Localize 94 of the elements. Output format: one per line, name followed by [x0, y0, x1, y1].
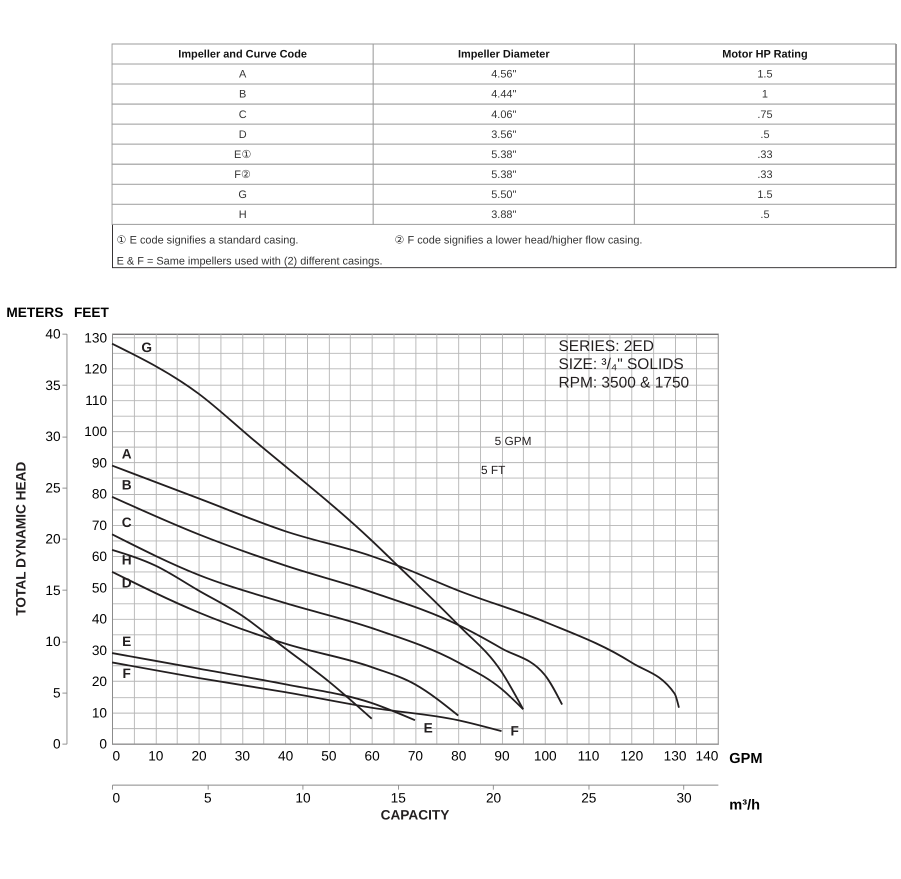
x-axis-title: GPM: [729, 751, 762, 768]
x-tick-label: 100: [534, 748, 558, 764]
y-tick-label: 30: [92, 642, 108, 658]
y2-tick-label: 25: [45, 480, 61, 496]
text: C: [238, 108, 247, 121]
text: .5: [760, 209, 770, 221]
annotation: SIZE: ³/₄" SOLIDS: [558, 356, 684, 374]
y-tick-label: 110: [85, 392, 108, 408]
y2-tick-label: 35: [45, 378, 61, 393]
x-tick-label: 60: [364, 748, 380, 764]
y2-tick-label: 0: [52, 736, 61, 752]
x2-axis-title: m³/h: [729, 798, 760, 814]
x-tick-label: 80: [451, 748, 467, 764]
y2-tick-label: 20: [45, 532, 61, 547]
y2-tick-label: 5: [52, 685, 61, 700]
x-tick-label: 20: [191, 748, 208, 764]
y-tick-label: 60: [92, 549, 108, 564]
x-tick-label: 130: [664, 748, 687, 764]
y2-tick-label: 40: [45, 326, 61, 342]
text: 4.06": [491, 108, 516, 121]
text: 3.88": [491, 209, 516, 221]
y2-tick-label: 15: [45, 582, 61, 598]
text: CAPACITY: [380, 807, 450, 822]
text: B: [238, 88, 246, 101]
y-tick-label: 120: [84, 362, 108, 377]
y-tick-label: 70: [92, 518, 108, 533]
series-label: B: [122, 478, 132, 493]
x2-tick-label: 5: [204, 790, 212, 806]
y-tick-label: 10: [92, 705, 108, 720]
y-tick-label: 100: [84, 424, 108, 440]
x-tick-label: 40: [278, 748, 294, 764]
x-tick-label: 30: [234, 748, 250, 764]
annotation: F: [510, 723, 519, 738]
annotation: RPM: 3500 & 1750: [558, 374, 690, 392]
text: .5: [760, 128, 770, 141]
x2-tick-label: 30: [676, 790, 692, 806]
series-label: C: [122, 515, 132, 530]
annotation: E: [424, 720, 433, 736]
x2-tick-label: 0: [112, 790, 121, 806]
x-tick-label: 10: [148, 748, 164, 764]
x-tick-label: 140: [696, 748, 719, 764]
y-tick-label: 50: [92, 580, 108, 596]
text: 4.44": [491, 88, 516, 101]
y-tick-label: 20: [92, 674, 108, 690]
text: E & F = Same impellers used with (2) different casings.: [116, 255, 383, 268]
text: .33: [757, 148, 773, 161]
series-label: F: [122, 666, 131, 681]
series-label: G: [141, 340, 152, 355]
x-tick-label: 120: [620, 748, 644, 764]
series-label: A: [122, 446, 132, 462]
annotation: 5 FT: [481, 462, 506, 477]
x-tick-label: 110: [578, 748, 600, 764]
text: 1.5: [757, 68, 773, 81]
text: ① E code signifies a standard casing.: [116, 234, 298, 247]
y-tick-label: 130: [84, 330, 108, 346]
text: 4.56": [491, 68, 516, 81]
annotation: SERIES: 2ED: [558, 338, 654, 356]
y-tick-label: 80: [92, 486, 108, 502]
y2-axis-title: METERS: [6, 304, 64, 320]
text: TOTAL DYNAMIC HEAD: [14, 462, 29, 616]
text: .75: [757, 108, 773, 121]
text: D: [238, 128, 247, 141]
y-tick-label: 40: [92, 612, 108, 627]
text: .33: [757, 168, 773, 181]
series-label: E: [122, 634, 132, 649]
annotation: 5 GPM: [494, 434, 532, 448]
text: F②: [234, 168, 251, 181]
x-tick-label: 50: [321, 748, 337, 764]
x-tick-label: 70: [408, 748, 424, 764]
text: 1: [762, 88, 768, 101]
text: Impeller Diameter: [458, 48, 550, 61]
text: ② F code signifies a lower head/higher flow casing.: [394, 234, 642, 247]
x2-tick-label: 10: [295, 790, 312, 806]
y-axis-title: FEET: [74, 304, 110, 320]
x-tick-label: 90: [494, 748, 510, 764]
text: 5.38": [491, 168, 516, 181]
text: 5.50": [491, 188, 516, 201]
x2-tick-label: 15: [390, 790, 406, 806]
text: H: [238, 209, 247, 221]
x2-tick-label: 25: [581, 790, 597, 806]
text: 5.38": [491, 148, 516, 161]
text: G: [238, 188, 247, 201]
text: A: [238, 68, 247, 81]
x2-tick-label: 20: [486, 790, 502, 806]
text: 3.56": [491, 128, 516, 141]
y2-tick-label: 10: [45, 634, 61, 650]
text: E①: [234, 148, 252, 161]
text: Motor HP Rating: [722, 48, 808, 61]
text: 1.5: [757, 188, 773, 201]
text: Impeller and Curve Code: [178, 48, 307, 61]
y-tick-label: 0: [99, 736, 108, 752]
y-tick-label: 90: [92, 455, 108, 470]
y2-tick-label: 30: [45, 429, 61, 444]
x-tick-label: 0: [112, 748, 121, 764]
